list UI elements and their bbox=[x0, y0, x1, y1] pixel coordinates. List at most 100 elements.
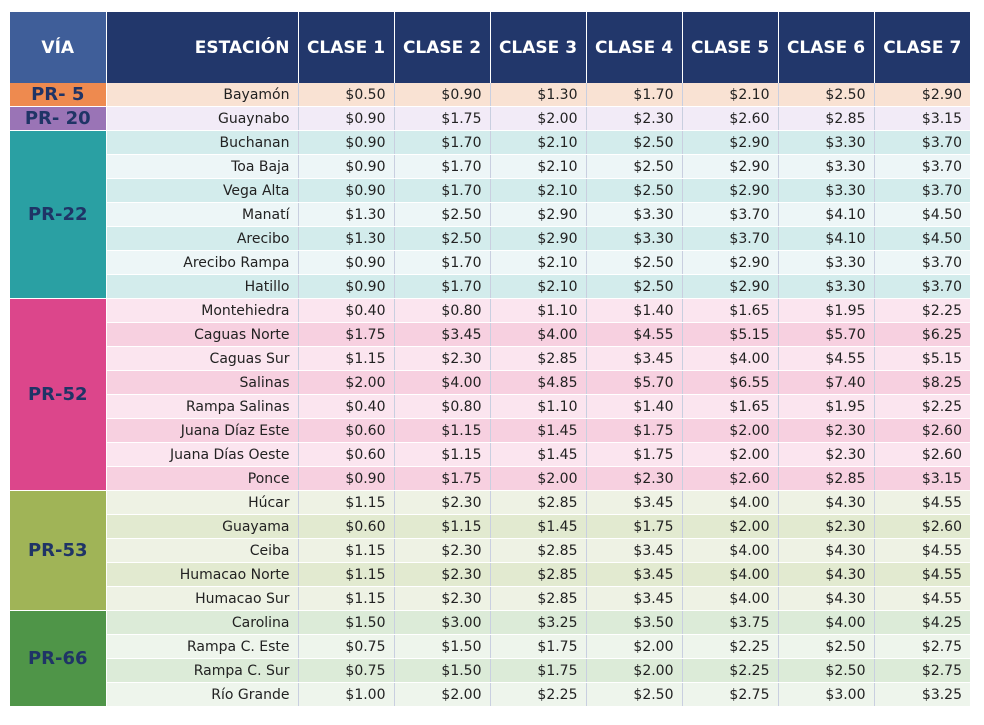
toll-price-clase-5: $2.90 bbox=[682, 178, 779, 203]
table-row: Arecibo Rampa $0.90 $1.70 $2.10 $2.50 $2.90 $3… bbox=[10, 250, 970, 275]
toll-price-clase-1: $0.90 bbox=[298, 274, 395, 299]
station-name: Arecibo bbox=[106, 226, 299, 251]
toll-price-clase-3: $1.45 bbox=[490, 514, 587, 539]
toll-price-clase-6: $2.85 bbox=[778, 466, 875, 491]
toll-price-clase-2: $2.30 bbox=[394, 490, 491, 515]
station-name: Juana Díaz Este bbox=[106, 418, 299, 443]
toll-price-clase-3: $2.10 bbox=[490, 250, 587, 275]
toll-price-clase-1: $1.15 bbox=[298, 490, 395, 515]
toll-price-clase-3: $2.10 bbox=[490, 154, 587, 179]
toll-price-clase-6: $1.95 bbox=[778, 394, 875, 419]
toll-price-clase-5: $2.60 bbox=[682, 466, 779, 491]
table-row: Rampa Salinas $0.40 $0.80 $1.10 $1.40 $1.65 $1… bbox=[10, 394, 970, 419]
via-label: PR-66 bbox=[10, 610, 107, 707]
toll-price-clase-7: $4.50 bbox=[874, 226, 970, 251]
toll-price-clase-4: $1.75 bbox=[586, 514, 683, 539]
toll-price-clase-5: $4.00 bbox=[682, 562, 779, 587]
toll-price-clase-6: $4.30 bbox=[778, 586, 875, 611]
station-name: Guaynabo bbox=[106, 106, 299, 131]
toll-price-clase-2: $1.70 bbox=[394, 250, 491, 275]
toll-price-clase-5: $2.00 bbox=[682, 418, 779, 443]
station-name: Carolina bbox=[106, 610, 299, 635]
toll-price-clase-4: $3.45 bbox=[586, 586, 683, 611]
toll-price-clase-1: $0.90 bbox=[298, 154, 395, 179]
toll-price-clase-4: $3.30 bbox=[586, 202, 683, 227]
toll-price-clase-1: $0.90 bbox=[298, 130, 395, 155]
table-row: Rampa C. Sur $0.75 $1.50 $1.75 $2.00 $2.25 $2.… bbox=[10, 658, 970, 683]
toll-price-clase-5: $2.25 bbox=[682, 658, 779, 683]
toll-price-clase-7: $8.25 bbox=[874, 370, 970, 395]
table-row: Juana Días Oeste $0.60 $1.15 $1.45 $1.75 $2.0… bbox=[10, 442, 970, 467]
toll-price-clase-5: $6.55 bbox=[682, 370, 779, 395]
clase-6-column-header: CLASE 6 bbox=[777, 12, 874, 83]
toll-price-clase-7: $4.55 bbox=[874, 586, 970, 611]
toll-price-clase-5: $2.90 bbox=[682, 274, 779, 299]
table-row: PR- 5 Bayamón $0.50 $0.90 $1.30 $1.70 $2.10 $2.… bbox=[10, 83, 970, 107]
toll-price-clase-5: $1.65 bbox=[682, 394, 779, 419]
toll-price-clase-1: $1.50 bbox=[298, 610, 395, 635]
toll-price-clase-6: $4.30 bbox=[778, 562, 875, 587]
toll-price-clase-4: $3.45 bbox=[586, 538, 683, 563]
table-row: Río Grande $1.00 $2.00 $2.25 $2.50 $2.75 $3.00… bbox=[10, 682, 970, 707]
toll-price-clase-4: $1.75 bbox=[586, 442, 683, 467]
toll-price-clase-7: $3.70 bbox=[874, 274, 970, 299]
via-label: PR- 5 bbox=[10, 83, 107, 107]
toll-price-clase-4: $2.30 bbox=[586, 106, 683, 131]
toll-price-clase-2: $1.50 bbox=[394, 634, 491, 659]
toll-price-clase-7: $4.25 bbox=[874, 610, 970, 635]
toll-price-clase-7: $3.70 bbox=[874, 130, 970, 155]
toll-price-clase-4: $5.70 bbox=[586, 370, 683, 395]
toll-price-clase-1: $1.15 bbox=[298, 538, 395, 563]
toll-price-clase-3: $2.10 bbox=[490, 274, 587, 299]
toll-price-clase-2: $2.50 bbox=[394, 226, 491, 251]
toll-price-clase-2: $4.00 bbox=[394, 370, 491, 395]
table-row: PR-22 Buchanan $0.90 $1.70 $2.10 $2.50 $2.90 $3… bbox=[10, 130, 970, 299]
toll-price-clase-4: $3.45 bbox=[586, 346, 683, 371]
toll-price-clase-3: $2.85 bbox=[490, 490, 587, 515]
station-name: Río Grande bbox=[106, 682, 299, 707]
station-name: Guayama bbox=[106, 514, 299, 539]
toll-price-clase-6: $2.30 bbox=[778, 442, 875, 467]
toll-price-clase-3: $4.85 bbox=[490, 370, 587, 395]
station-name: Caguas Norte bbox=[106, 322, 299, 347]
toll-price-clase-3: $2.10 bbox=[490, 130, 587, 155]
toll-price-clase-1: $1.30 bbox=[298, 202, 395, 227]
toll-price-clase-2: $2.30 bbox=[394, 586, 491, 611]
table-row: PR-53 Húcar $1.15 $2.30 $2.85 $3.45 $4.00 $4.30… bbox=[10, 490, 970, 611]
clase-7-column-header: CLASE 7 bbox=[873, 12, 970, 83]
table-row: Arecibo $1.30 $2.50 $2.90 $3.30 $3.70 $4.10 $4.… bbox=[10, 226, 970, 251]
toll-table-body: PR- 5 Bayamón $0.50 $0.90 $1.30 $1.70 $2.10 $2.… bbox=[10, 83, 970, 707]
toll-price-clase-3: $3.25 bbox=[490, 610, 587, 635]
toll-price-clase-6: $3.30 bbox=[778, 250, 875, 275]
toll-price-clase-1: $0.50 bbox=[298, 83, 395, 107]
toll-price-clase-7: $2.25 bbox=[874, 298, 970, 323]
toll-price-clase-1: $1.15 bbox=[298, 562, 395, 587]
table-row: PR-66 Carolina $1.50 $3.00 $3.25 $3.50 $3.75 $4… bbox=[10, 610, 970, 707]
toll-price-clase-3: $2.85 bbox=[490, 562, 587, 587]
table-row: Humacao Sur $1.15 $2.30 $2.85 $3.45 $4.00 $4.3… bbox=[10, 586, 970, 611]
toll-price-clase-4: $1.40 bbox=[586, 298, 683, 323]
toll-price-clase-3: $2.00 bbox=[490, 466, 587, 491]
toll-price-clase-7: $2.60 bbox=[874, 418, 970, 443]
toll-price-clase-3: $1.30 bbox=[490, 83, 587, 107]
toll-price-clase-5: $4.00 bbox=[682, 490, 779, 515]
toll-price-clase-2: $1.70 bbox=[394, 178, 491, 203]
toll-price-clase-6: $7.40 bbox=[778, 370, 875, 395]
toll-price-clase-5: $2.60 bbox=[682, 106, 779, 131]
toll-price-clase-5: $4.00 bbox=[682, 538, 779, 563]
toll-price-clase-3: $1.75 bbox=[490, 634, 587, 659]
station-name: Bayamón bbox=[106, 83, 299, 107]
toll-price-clase-6: $4.10 bbox=[778, 226, 875, 251]
table-row: Humacao Norte $1.15 $2.30 $2.85 $3.45 $4.00 $4… bbox=[10, 562, 970, 587]
toll-price-clase-2: $1.15 bbox=[394, 418, 491, 443]
toll-price-clase-7: $6.25 bbox=[874, 322, 970, 347]
station-name: Ponce bbox=[106, 466, 299, 491]
toll-price-clase-5: $2.25 bbox=[682, 634, 779, 659]
table-row: Ponce $0.90 $1.75 $2.00 $2.30 $2.60 $2.85 $3.15 bbox=[10, 466, 970, 491]
station-name: Buchanan bbox=[106, 130, 299, 155]
toll-price-clase-2: $1.75 bbox=[394, 466, 491, 491]
clase-1-column-header: CLASE 1 bbox=[297, 12, 394, 83]
toll-price-clase-7: $2.90 bbox=[874, 83, 970, 107]
toll-price-clase-5: $2.75 bbox=[682, 682, 779, 707]
toll-price-clase-6: $2.30 bbox=[778, 418, 875, 443]
